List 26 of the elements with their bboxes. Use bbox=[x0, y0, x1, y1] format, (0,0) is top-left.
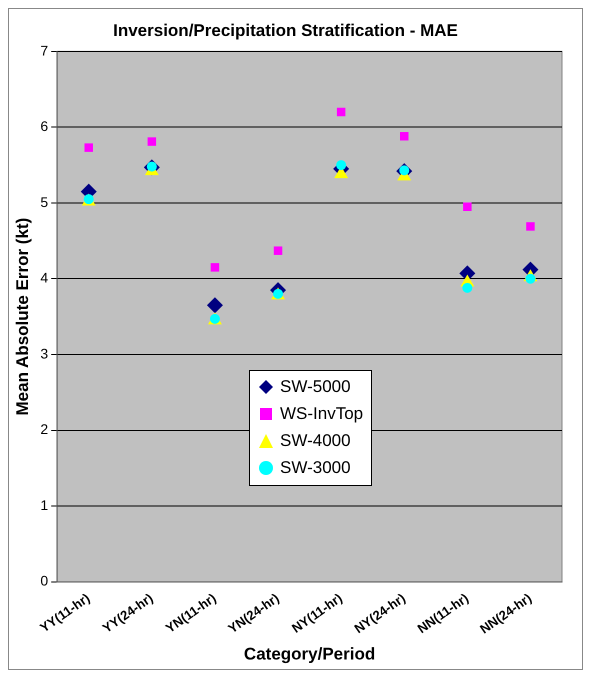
y-tick-label: 4 bbox=[40, 270, 48, 286]
chart-title: Inversion/Precipitation Stratification - MAE bbox=[113, 20, 458, 40]
point bbox=[336, 160, 346, 170]
y-tick-label: 1 bbox=[40, 496, 48, 513]
y-tick-label: 7 bbox=[40, 42, 48, 58]
point bbox=[206, 297, 223, 314]
legend-label: WS-InvTop bbox=[280, 404, 364, 424]
y-tick-label: 0 bbox=[40, 572, 48, 589]
legend-label: SW-4000 bbox=[280, 431, 351, 452]
point bbox=[462, 282, 472, 293]
y-tick-label: 2 bbox=[40, 421, 48, 438]
point bbox=[526, 222, 535, 231]
y-axis-title: Mean Absolute Error (kt) bbox=[12, 218, 32, 416]
legend-label: SW-3000 bbox=[280, 458, 351, 478]
point bbox=[210, 263, 220, 272]
y-tick-label: 6 bbox=[40, 118, 48, 134]
legend-label: SW-5000 bbox=[280, 377, 351, 398]
point bbox=[148, 137, 156, 146]
x-axis-title: Category/Period bbox=[244, 644, 376, 664]
y-tick-label: 3 bbox=[40, 345, 48, 362]
point bbox=[274, 246, 282, 255]
point bbox=[463, 202, 472, 211]
point bbox=[400, 132, 408, 141]
point bbox=[84, 143, 93, 152]
point bbox=[336, 108, 346, 116]
y-tick-label: 5 bbox=[40, 194, 48, 210]
